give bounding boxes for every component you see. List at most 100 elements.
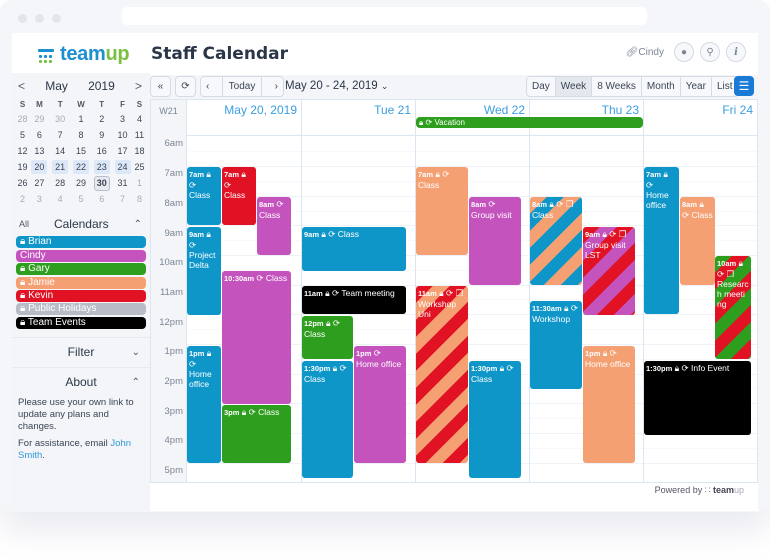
minical-day[interactable]: 5 <box>78 194 84 204</box>
prev-button[interactable]: ‹ <box>206 81 210 92</box>
event[interactable]: 7am 🔒︎ ⟳ Class <box>187 167 221 225</box>
minical-day[interactable]: 30 <box>55 114 66 124</box>
event[interactable]: 9am 🔒︎ ⟳ Project Delta <box>187 227 221 315</box>
minical-day[interactable]: 16 <box>96 146 107 156</box>
minical-day[interactable]: 29 <box>75 178 86 188</box>
minical-day[interactable]: 2 <box>99 114 105 124</box>
search-button[interactable]: ⚲ <box>700 42 720 62</box>
address-bar[interactable] <box>122 7 647 25</box>
day-header-wed[interactable]: Wed 22 <box>415 100 529 136</box>
minical-day[interactable]: 11 <box>134 130 145 140</box>
day-header-fri[interactable]: Fri 24 <box>643 100 757 136</box>
event[interactable]: 1pm 🔒︎ ⟳ Home office <box>583 346 635 463</box>
minical-day[interactable]: 9 <box>99 130 105 140</box>
minical-day[interactable]: 19 <box>17 162 28 172</box>
minical-day[interactable]: 1 <box>136 178 142 188</box>
date-range-picker[interactable]: May 20 - 24, 2019 ⌄ <box>285 80 389 92</box>
minical-day[interactable]: 4 <box>57 194 63 204</box>
event[interactable]: 1pm ⟳ Home office <box>354 346 406 463</box>
user-link[interactable]: 🔗︎Cindy <box>625 46 664 58</box>
event[interactable]: 7am 🔒︎ ⟳ Class <box>222 167 256 225</box>
calendar-item-team-events[interactable]: 🔒︎ Team Events <box>16 316 146 329</box>
minical-day-selected[interactable]: 23 <box>91 159 112 175</box>
contact-link[interactable]: John Smith <box>18 437 132 461</box>
minical-day-today[interactable]: 30 <box>91 175 112 191</box>
collapse-sidebar-button[interactable]: « <box>150 76 171 97</box>
calendar-item-brian[interactable]: 🔒︎ Brian <box>16 236 146 249</box>
minical-day[interactable]: 13 <box>34 146 45 156</box>
event[interactable]: 7am 🔒︎ ⟳ Home office <box>644 167 679 314</box>
minical-day[interactable]: 10 <box>117 130 128 140</box>
minical-day[interactable]: 17 <box>117 146 128 156</box>
refresh-button[interactable]: ⟳ <box>175 76 196 97</box>
about-section[interactable]: About ⌃ <box>12 366 150 397</box>
minical-day[interactable]: 12 <box>17 146 28 156</box>
minical-day[interactable]: 2 <box>20 194 26 204</box>
event[interactable]: 8am ⟳ Group visit <box>469 197 521 285</box>
minical-next-button[interactable]: > <box>134 79 142 93</box>
minical-day[interactable]: 28 <box>17 114 28 124</box>
minical-day[interactable]: 6 <box>36 130 42 140</box>
minical-day[interactable]: 15 <box>75 146 86 156</box>
minical-day[interactable]: 29 <box>34 114 45 124</box>
minical-prev-button[interactable]: < <box>18 79 26 93</box>
minical-month[interactable]: May <box>45 79 68 93</box>
event[interactable]: 8am 🔒︎ ⟳ ❐ Class <box>530 197 582 285</box>
event[interactable]: 8am 🔒︎ ⟳ Class <box>680 197 715 285</box>
minical-day-selected[interactable]: 20 <box>29 159 50 175</box>
view-day[interactable]: Day <box>527 77 556 96</box>
minical-day[interactable]: 8 <box>78 130 84 140</box>
minical-day[interactable]: 3 <box>36 194 42 204</box>
minical-day-selected[interactable]: 24 <box>112 159 133 175</box>
minical-day[interactable]: 7 <box>57 130 63 140</box>
view-week[interactable]: Week <box>555 77 593 96</box>
user-button[interactable]: ● <box>674 42 694 62</box>
minical-day[interactable]: 3 <box>120 114 126 124</box>
event[interactable]: 10:30am ⟳ Class <box>222 271 291 404</box>
calendar-item-jamie[interactable]: 🔒︎ Jamie <box>16 276 146 289</box>
minical-day[interactable]: 14 <box>55 146 66 156</box>
day-header-mon[interactable]: May 20, 2019 <box>186 100 301 136</box>
maximize-dot[interactable] <box>52 14 61 23</box>
minical-day[interactable]: 6 <box>99 194 105 204</box>
minical-day[interactable]: 1 <box>78 114 84 124</box>
view-list[interactable]: List <box>716 81 733 92</box>
calendar-item-gary[interactable]: 🔒︎ Gary <box>16 263 146 276</box>
event[interactable]: 9am 🔒︎ ⟳ ❐ Group visit LST <box>583 227 635 315</box>
info-button[interactable]: i <box>726 42 746 62</box>
event[interactable]: 1:30pm 🔒︎ ⟳ Class <box>302 361 353 478</box>
event[interactable]: 11:30am 🔒︎ ⟳ Workshop <box>530 301 582 389</box>
day-header-tue[interactable]: Tue 21 <box>301 100 415 136</box>
all-calendars-toggle[interactable]: All <box>19 219 30 229</box>
next-button[interactable]: › <box>274 81 278 92</box>
event[interactable]: 12pm 🔒︎ ⟳ Class <box>302 316 353 359</box>
event-vacation[interactable]: 🔒︎ ⟳ Vacation <box>416 117 643 128</box>
close-dot[interactable] <box>18 14 27 23</box>
minical-day[interactable]: 5 <box>20 130 26 140</box>
view-8weeks[interactable]: 8 Weeks <box>592 77 642 96</box>
minical-year[interactable]: 2019 <box>88 79 115 93</box>
event[interactable]: 9am 🔒︎ ⟳ Class <box>302 227 406 271</box>
event[interactable]: 1pm 🔒︎ ⟳ Home office <box>187 346 221 463</box>
minical-day[interactable]: 4 <box>136 114 142 124</box>
minical-day-selected[interactable]: 22 <box>71 159 92 175</box>
event[interactable]: 10am 🔒︎ ⟳ ❐ Research meeting <box>715 256 751 359</box>
calendar-item-kevin[interactable]: 🔒︎ Kevin <box>16 289 146 302</box>
event[interactable]: 8am ⟳ Class <box>257 197 291 255</box>
calendar-item-public-holidays[interactable]: 🔒︎ Public Holidays <box>16 303 146 316</box>
minical-day[interactable]: 7 <box>120 194 126 204</box>
today-button[interactable]: Today <box>221 77 263 96</box>
minimize-dot[interactable] <box>35 14 44 23</box>
event[interactable]: 11am 🔒︎ ⟳ Team meeting <box>302 286 406 314</box>
event[interactable]: 1:30pm 🔒︎ ⟳ Class <box>469 361 521 478</box>
view-month[interactable]: Month <box>642 77 681 96</box>
minical-day[interactable]: 31 <box>117 178 128 188</box>
menu-button[interactable]: ☰ <box>734 76 754 96</box>
powered-by[interactable]: Powered by ∷ teamup <box>654 485 744 495</box>
view-year[interactable]: Year <box>681 77 712 96</box>
event[interactable]: 7am 🔒︎ ⟳ Class <box>416 167 468 255</box>
minical-day[interactable]: 8 <box>136 194 142 204</box>
minical-day[interactable]: 25 <box>134 162 145 172</box>
minical-day-selected[interactable]: 21 <box>50 159 71 175</box>
event[interactable]: 11am 🔒︎ ⟳ ❐ Workshop Uni <box>416 286 468 463</box>
